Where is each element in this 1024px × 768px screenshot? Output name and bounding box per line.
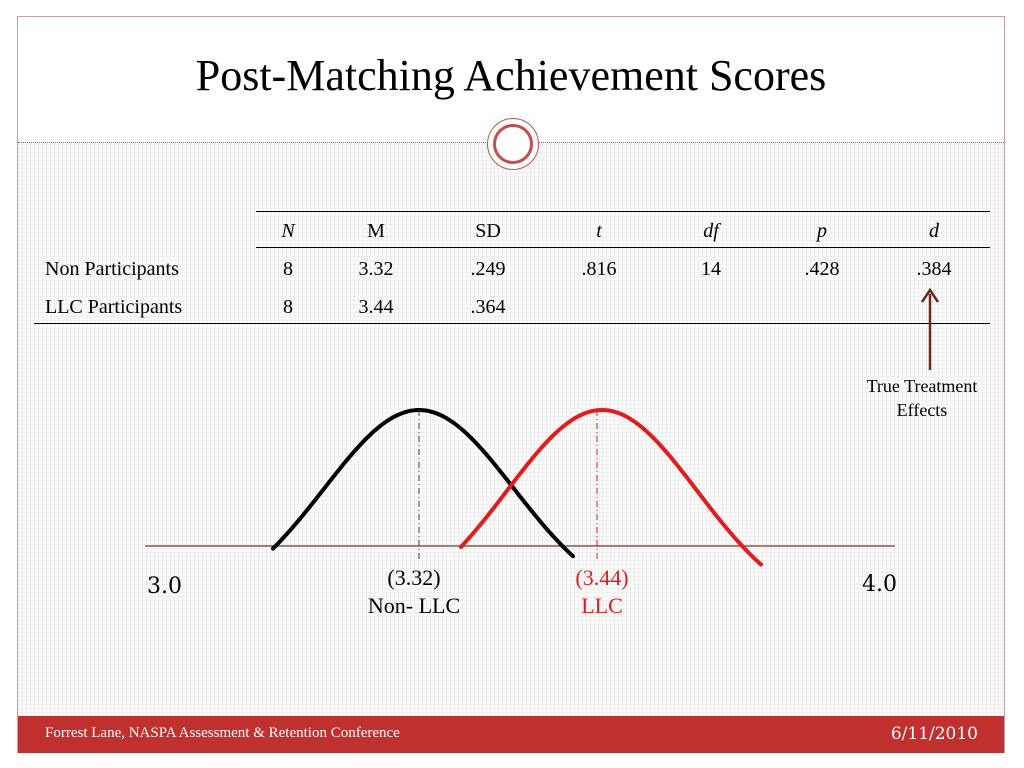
annotation-line-1: True Treatment [866, 376, 978, 396]
header-n: N [281, 220, 295, 242]
circle-ornament-icon [487, 118, 539, 170]
treatment-annotation: True Treatment Effects [842, 374, 1002, 422]
curve-llc [459, 407, 763, 567]
llc-name: LLC [581, 593, 623, 618]
row-label-non-participants: Non Participants [45, 258, 179, 280]
axis-max-label: 4.0 [862, 572, 897, 597]
footer-bar: Forrest Lane, NASPA Assessment & Retenti… [18, 716, 1004, 753]
header-sd: SD [475, 220, 501, 242]
axis-min-label: 3.0 [147, 574, 182, 599]
cell-non-sd: .249 [470, 258, 506, 280]
cell-non-n: 8 [283, 258, 293, 280]
header-d: d [929, 220, 939, 242]
footer-date: 6/11/2010 [890, 724, 978, 744]
slide-title: Post-Matching Achievement Scores [195, 51, 827, 100]
table-bottom-rule [34, 323, 990, 324]
header-df: df [703, 220, 719, 242]
header-m: M [367, 220, 385, 242]
cell-non-p: .428 [804, 258, 840, 280]
footer-presenter: Forrest Lane, NASPA Assessment & Retenti… [45, 725, 400, 741]
non-llc-label: (3.32) Non- LLC [334, 564, 494, 620]
cell-llc-m: 3.44 [358, 296, 394, 318]
non-llc-value: (3.32) [387, 565, 441, 590]
row-label-llc-participants: LLC Participants [45, 296, 183, 318]
curve-non-llc [271, 408, 575, 559]
content-area [18, 143, 1004, 717]
header-p: p [817, 220, 827, 242]
header-t: t [596, 220, 602, 242]
llc-value: (3.44) [575, 565, 629, 590]
cell-llc-n: 8 [283, 296, 293, 318]
annotation-line-2: Effects [896, 400, 948, 420]
cell-llc-sd: .364 [470, 296, 506, 318]
non-llc-name: Non- LLC [367, 593, 461, 618]
table-top-rule [256, 211, 990, 212]
arrowhead-icon [920, 287, 940, 303]
table-header-rule [256, 247, 990, 248]
cell-non-df: 14 [701, 258, 721, 280]
cell-non-t: .816 [581, 258, 617, 280]
cell-non-m: 3.32 [358, 258, 394, 280]
cell-non-d: .384 [916, 258, 952, 280]
llc-label: (3.44) LLC [522, 564, 682, 620]
